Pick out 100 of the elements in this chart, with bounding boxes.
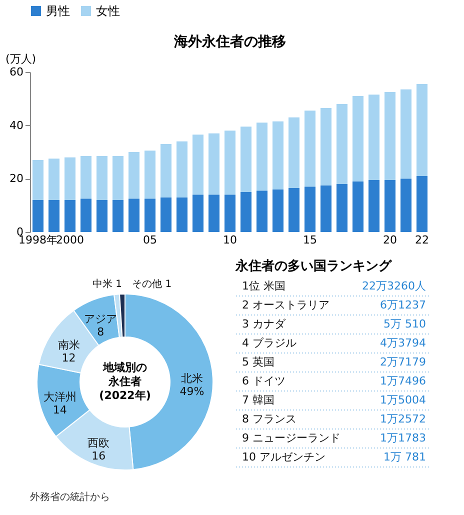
bar (32, 160, 44, 200)
text: 6 ドイツ (242, 374, 286, 388)
bar (240, 192, 252, 232)
bar (48, 200, 60, 232)
data-label: 12 (62, 352, 76, 365)
y-tick-label: 20 (10, 172, 24, 186)
bar (128, 152, 140, 199)
bar (352, 96, 364, 182)
slice-label: 西欧 (88, 436, 110, 450)
bar (416, 176, 428, 232)
text: 6万1237 (380, 298, 426, 312)
bar (320, 185, 332, 232)
bar (208, 194, 220, 232)
bar (224, 130, 236, 195)
bar (272, 121, 284, 190)
bar (80, 156, 92, 199)
bar (400, 178, 412, 232)
bar (384, 92, 396, 180)
y-tick-label: 40 (10, 118, 24, 132)
bar (384, 180, 396, 232)
bar (32, 200, 44, 232)
text: 9 ニュージーランド (242, 432, 340, 444)
text: 5 英国 (242, 356, 274, 368)
legend-label: 男性 (46, 4, 70, 18)
x-tick-label: 10 (223, 234, 237, 246)
bar (144, 198, 156, 232)
text: 永住者の多い国ランキング (234, 258, 392, 274)
bar (224, 194, 236, 232)
bar (336, 184, 348, 232)
text: 1位 米国 (242, 280, 286, 292)
bar (368, 180, 380, 232)
slice-label: その他 1 (132, 278, 172, 290)
text: 2 オーストラリア (242, 298, 330, 312)
x-tick-label: 15 (303, 234, 317, 246)
x-tick-label: 20 (383, 234, 397, 246)
bar (80, 198, 92, 232)
text: 22万3260人 (362, 280, 426, 292)
x-tick-label: 22 (415, 234, 429, 246)
bar (144, 150, 156, 199)
data-label: 14 (52, 403, 67, 416)
bar (48, 158, 60, 200)
text: 4万3794 (380, 336, 426, 350)
data-label: 49% (180, 384, 204, 398)
bar (64, 200, 76, 232)
slice-label: アジア (84, 312, 118, 326)
bar (112, 200, 124, 232)
text: 1万2572 (380, 412, 426, 426)
text: 外務省の統計から (30, 491, 110, 503)
bar (256, 122, 268, 191)
y-axis-title: (万人) (6, 52, 36, 66)
slice-label: 南米 (58, 338, 80, 352)
bar (192, 194, 204, 232)
bar (336, 104, 348, 184)
data-label: 16 (92, 450, 106, 463)
text: 3 カナダ (242, 318, 286, 330)
text: 永住者 (108, 375, 142, 388)
bar (160, 144, 172, 198)
bar (352, 181, 364, 232)
bar (304, 186, 316, 232)
text: 1万7496 (380, 374, 426, 388)
bar (112, 156, 124, 200)
x-tick-label: 2000 (56, 234, 84, 246)
text: (2022年) (99, 389, 151, 402)
text: 地域別の (103, 361, 147, 374)
bar (416, 84, 428, 176)
chart-title: 海外永住者の推移 (173, 33, 286, 50)
bar (96, 200, 108, 232)
text: 5万 510 (384, 318, 426, 330)
bar (208, 133, 220, 195)
text: 8 フランス (242, 412, 296, 426)
text: 4 ブラジル (242, 336, 296, 350)
data-label: 8 (97, 326, 104, 339)
bar (176, 197, 188, 232)
bar (192, 134, 204, 195)
bar (288, 188, 300, 232)
text: 1万1783 (380, 432, 426, 444)
bar (368, 94, 380, 180)
legend-label: 女性 (96, 4, 120, 18)
bar (128, 198, 140, 232)
text: 7 韓国 (242, 394, 274, 406)
slice-label: 大洋州 (43, 390, 76, 404)
text: 10 アルゼンチン (242, 450, 326, 464)
bar (400, 89, 412, 179)
bar (160, 197, 172, 232)
text: 1万 781 (384, 450, 426, 464)
y-tick-label: 60 (10, 66, 24, 78)
slice-label: 中米 1 (92, 278, 122, 290)
bar (256, 190, 268, 232)
slice-label: 北米 (180, 372, 203, 385)
bar (240, 126, 252, 192)
x-tick-label: 05 (143, 234, 157, 246)
text: 2万7179 (380, 356, 426, 368)
bar (272, 189, 284, 232)
bar (304, 110, 316, 187)
bar (288, 117, 300, 188)
bar (64, 157, 76, 200)
bar (176, 141, 188, 198)
text: 1万5004 (380, 394, 426, 406)
bar (320, 108, 332, 186)
bar (96, 156, 108, 200)
